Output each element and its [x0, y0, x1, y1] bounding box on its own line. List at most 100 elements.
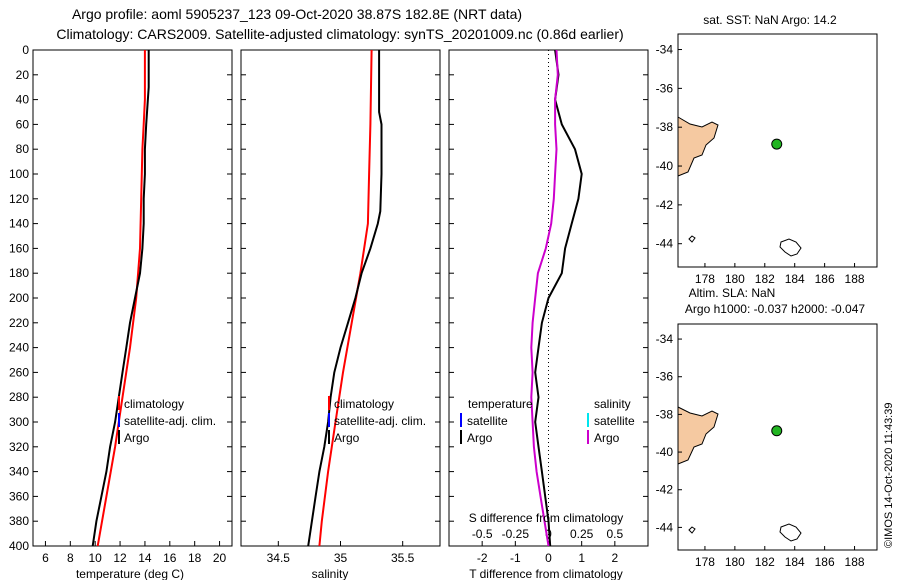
series-line-argo [307, 50, 383, 547]
map-y-tick-label: -36 [656, 370, 674, 384]
difference-xlabel: T difference from climatology [469, 567, 623, 580]
series-line-t-difference-argo- [534, 49, 583, 547]
x-tick-label: 18 [188, 551, 202, 565]
map-x-tick-label: 180 [725, 555, 745, 569]
series-line-climatology [318, 49, 373, 547]
y-tick-label: 0 [22, 43, 29, 57]
temperature-xlabel: temperature (deg C) [76, 567, 184, 580]
sla-map-subtitle: Argo h1000: -0.037 h2000: -0.047 [685, 302, 865, 316]
series-line-argo [91, 50, 150, 547]
header-title-line2: Climatology: CARS2009. Satellite-adjuste… [56, 26, 623, 42]
y-tick-label: 360 [9, 489, 29, 503]
legend-argo-label: Argo [124, 431, 150, 445]
x-tick-label: 10 [89, 551, 103, 565]
y-tick-label: 400 [9, 539, 29, 553]
map-x-tick-label: 184 [785, 272, 805, 286]
x-tick-label: 20 [213, 551, 227, 565]
legend-salinity-title: salinity [594, 397, 631, 411]
y-tick-label: 320 [9, 440, 29, 454]
difference-legend-salinity: salinity satellite Argo [587, 397, 635, 445]
map-y-tick-label: -42 [656, 483, 674, 497]
sst-map-island-chatham [779, 238, 802, 257]
sst-map-title: sat. SST: NaN Argo: 14.2 [703, 13, 837, 27]
x-tick-label: 14 [138, 551, 152, 565]
y-tick-label: 60 [16, 117, 30, 131]
top-x-tick-label: -0.5 [472, 527, 493, 541]
map-x-tick-label: 184 [785, 555, 805, 569]
y-tick-label: 100 [9, 167, 29, 181]
map-x-tick-label: 182 [755, 272, 775, 286]
map-y-tick-label: -34 [656, 332, 674, 346]
y-tick-label: 200 [9, 291, 29, 305]
y-tick-label: 260 [9, 365, 29, 379]
map-x-tick-label: 178 [695, 555, 715, 569]
x-tick-label: 0 [545, 551, 552, 565]
map-x-tick-label: 178 [695, 272, 715, 286]
watermark: ©IMOS 14-Oct-2020 11:43:39 [883, 403, 895, 548]
sla-map-float-marker [771, 425, 783, 437]
header-title-line1: Argo profile: aoml 5905237_123 09-Oct-20… [72, 6, 522, 22]
legend-s-satellite-label: satellite [594, 414, 635, 428]
map-x-tick-label: 180 [725, 272, 745, 286]
temperature-panel-frame [32, 49, 233, 547]
map-y-tick-label: -36 [656, 81, 674, 95]
map-x-tick-label: 182 [755, 555, 775, 569]
x-tick-label: 35.5 [391, 551, 415, 565]
legend-satellite-label: satellite-adj. clim. [334, 414, 426, 428]
y-tick-label: 160 [9, 241, 29, 255]
legend-climatology-label: climatology [124, 397, 184, 411]
salinity-panel-frame [240, 49, 441, 547]
y-tick-label: 180 [9, 266, 29, 280]
map-y-tick-label: -44 [656, 237, 674, 251]
legend-climatology-label: climatology [334, 397, 394, 411]
sla-map-islet [688, 526, 696, 534]
x-tick-label: 6 [42, 551, 49, 565]
sla-map-land-newzealand [677, 406, 719, 465]
y-tick-label: 300 [9, 415, 29, 429]
y-tick-label: 40 [16, 93, 30, 107]
difference-top-xlabel: S difference from climatology [469, 511, 624, 525]
difference-legend-temperature: temperature satellite Argo [460, 397, 533, 445]
salinity-xlabel: salinity [312, 567, 349, 580]
map-x-tick-label: 188 [845, 272, 865, 286]
legend-s-argo-label: Argo [594, 431, 620, 445]
sla-map-frame [677, 323, 878, 551]
x-tick-label: -1 [510, 551, 521, 565]
sst-map-float-marker [771, 138, 783, 150]
x-tick-label: 1 [578, 551, 585, 565]
map-y-tick-label: -42 [656, 198, 674, 212]
legend-argo-label: Argo [334, 431, 360, 445]
y-tick-label: 380 [9, 514, 29, 528]
map-y-tick-label: -40 [656, 445, 674, 459]
y-tick-label: 120 [9, 192, 29, 206]
salinity-legend: climatology satellite-adj. clim. Argo [328, 396, 426, 445]
legend-t-satellite-label: satellite [467, 414, 508, 428]
temperature-legend: climatology satellite-adj. clim. Argo [118, 396, 216, 445]
map-x-tick-label: 186 [815, 272, 835, 286]
top-x-tick-label: 0.25 [570, 527, 594, 541]
series-line-climatology [96, 50, 146, 547]
x-tick-label: 2 [611, 551, 618, 565]
sst-map-frame [677, 33, 878, 268]
y-tick-label: 80 [16, 142, 30, 156]
top-x-tick-label: -0.25 [502, 527, 530, 541]
map-y-tick-label: -38 [656, 407, 674, 421]
top-x-tick-label: 0.5 [606, 527, 623, 541]
y-tick-label: 20 [16, 68, 30, 82]
y-tick-label: 280 [9, 390, 29, 404]
y-tick-label: 220 [9, 316, 29, 330]
x-tick-label: 35 [334, 551, 348, 565]
y-tick-label: 240 [9, 341, 29, 355]
map-y-tick-label: -40 [656, 159, 674, 173]
map-x-tick-label: 186 [815, 555, 835, 569]
map-x-tick-label: 188 [845, 555, 865, 569]
legend-temperature-title: temperature [468, 397, 533, 411]
x-tick-label: 16 [163, 551, 177, 565]
sst-map-islet [688, 235, 696, 243]
map-y-tick-label: -38 [656, 120, 674, 134]
x-tick-label: -2 [477, 551, 488, 565]
sla-map: 178 180 182 184 186 188 -34 -36 -38 -40 -42 -44 [656, 323, 878, 569]
x-tick-label: 34.5 [267, 551, 291, 565]
legend-t-argo-label: Argo [467, 431, 493, 445]
